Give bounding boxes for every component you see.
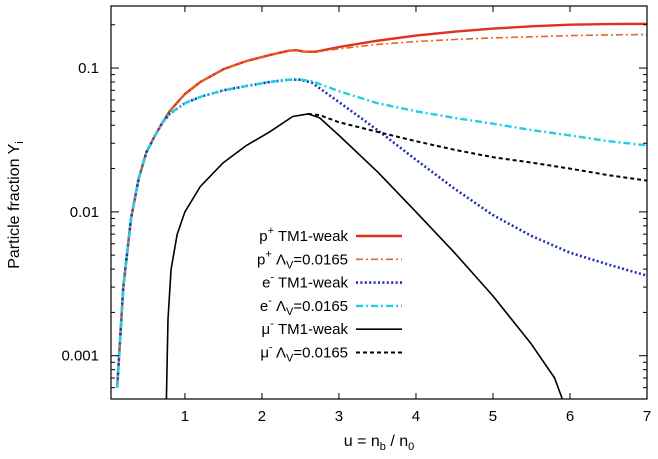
y-tick-label: 0.01 [70,204,99,221]
x-tick-label: 7 [643,408,651,425]
series-line-mu-lambda [307,112,648,182]
series-layer [115,22,648,400]
y-tick-label: 0.1 [78,60,99,77]
x-tick-label: 5 [489,408,497,425]
legend-label-e-tm1: e- TM1-weak [262,272,348,292]
x-tick-label: 2 [258,408,266,425]
legend-label-mu-tm1: μ- TM1-weak [261,318,348,338]
x-tick-label: 3 [335,408,343,425]
x-tick-label: 4 [412,408,420,425]
series-line-mu-tm1 [165,113,564,400]
y-tick-label: 0.001 [61,348,99,365]
legend-label-p-tm1: p+ TM1-weak [259,225,348,245]
legend-label-e-lambda: e- ΛV=0.0165 [260,295,348,318]
legend-label-mu-lambda: μ- ΛV=0.0165 [260,342,348,365]
x-tick-label: 6 [566,408,574,425]
y-axis-title: Particle fraction Yi [6,141,26,269]
series-line-e-lambda [116,78,648,388]
plot-frame [110,5,648,400]
series-line-e-tm1 [115,78,648,388]
x-axis-title: u = nb / n0 [344,433,415,453]
x-tick-label: 1 [181,408,189,425]
legend-label-p-lambda: p+ ΛV=0.0165 [257,248,348,271]
